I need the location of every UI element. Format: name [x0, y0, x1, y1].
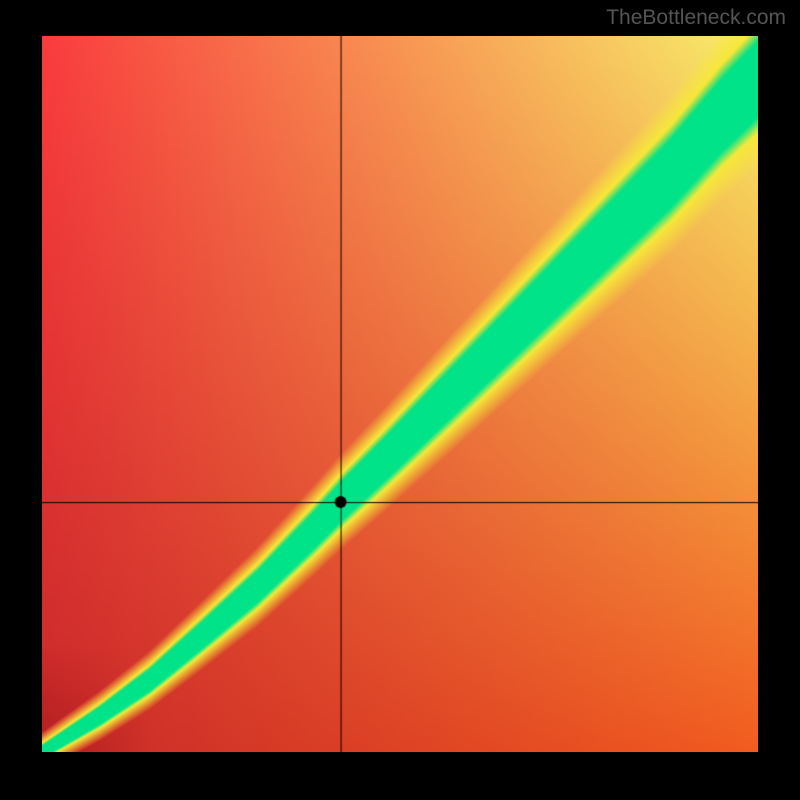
crosshair-overlay	[42, 36, 758, 752]
watermark-text: TheBottleneck.com	[606, 6, 786, 30]
chart-container: TheBottleneck.com	[0, 0, 800, 800]
